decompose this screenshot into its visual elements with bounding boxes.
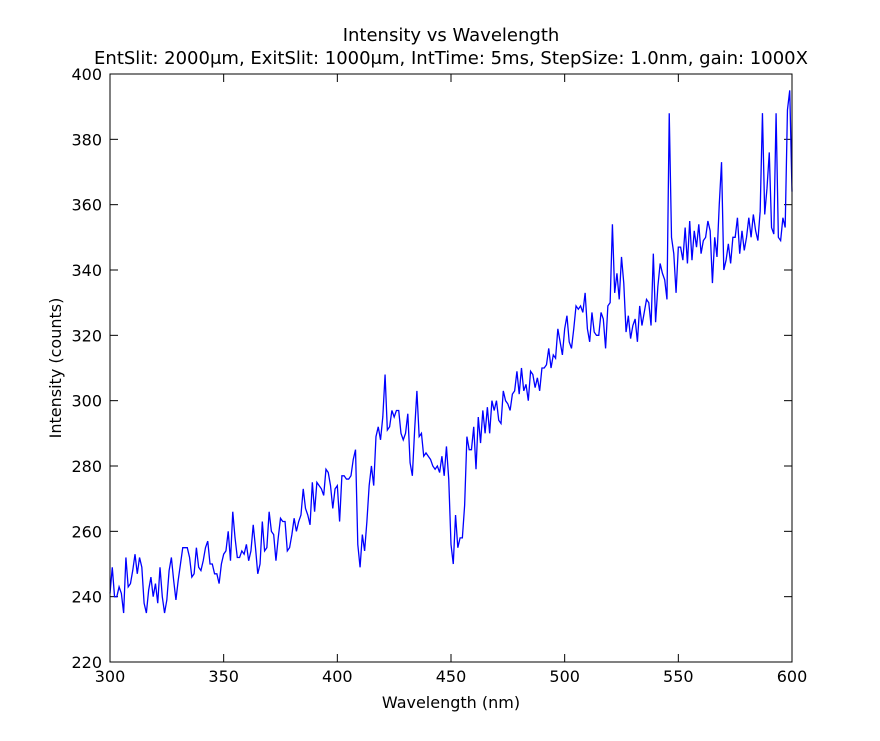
x-tick-label: 400 — [322, 667, 353, 686]
x-tick-label: 600 — [777, 667, 808, 686]
x-tick-label: 300 — [95, 667, 126, 686]
chart-title: Intensity vs Wavelength — [343, 25, 560, 46]
y-tick-label: 260 — [71, 522, 102, 541]
x-tick-label: 500 — [549, 667, 580, 686]
y-tick-label: 240 — [71, 588, 102, 607]
plot-frame — [109, 73, 793, 663]
chart-subtitle: EntSlit: 2000μm, ExitSlit: 1000μm, IntTi… — [94, 48, 808, 69]
y-tick-label: 280 — [71, 457, 102, 476]
x-axis-label: Wavelength (nm) — [382, 693, 520, 712]
y-tick-label: 400 — [71, 65, 102, 84]
y-tick-label: 320 — [71, 326, 102, 345]
data-line — [109, 90, 793, 614]
x-tick-label: 350 — [208, 667, 239, 686]
y-tick-label: 360 — [71, 196, 102, 215]
y-tick-label: 300 — [71, 392, 102, 411]
y-axis-label: Intensity (counts) — [46, 298, 65, 439]
x-tick-label: 550 — [663, 667, 694, 686]
y-tick-label: 380 — [71, 130, 102, 149]
y-tick-label: 340 — [71, 261, 102, 280]
x-tick-label: 450 — [436, 667, 467, 686]
y-tick-label: 220 — [71, 653, 102, 672]
